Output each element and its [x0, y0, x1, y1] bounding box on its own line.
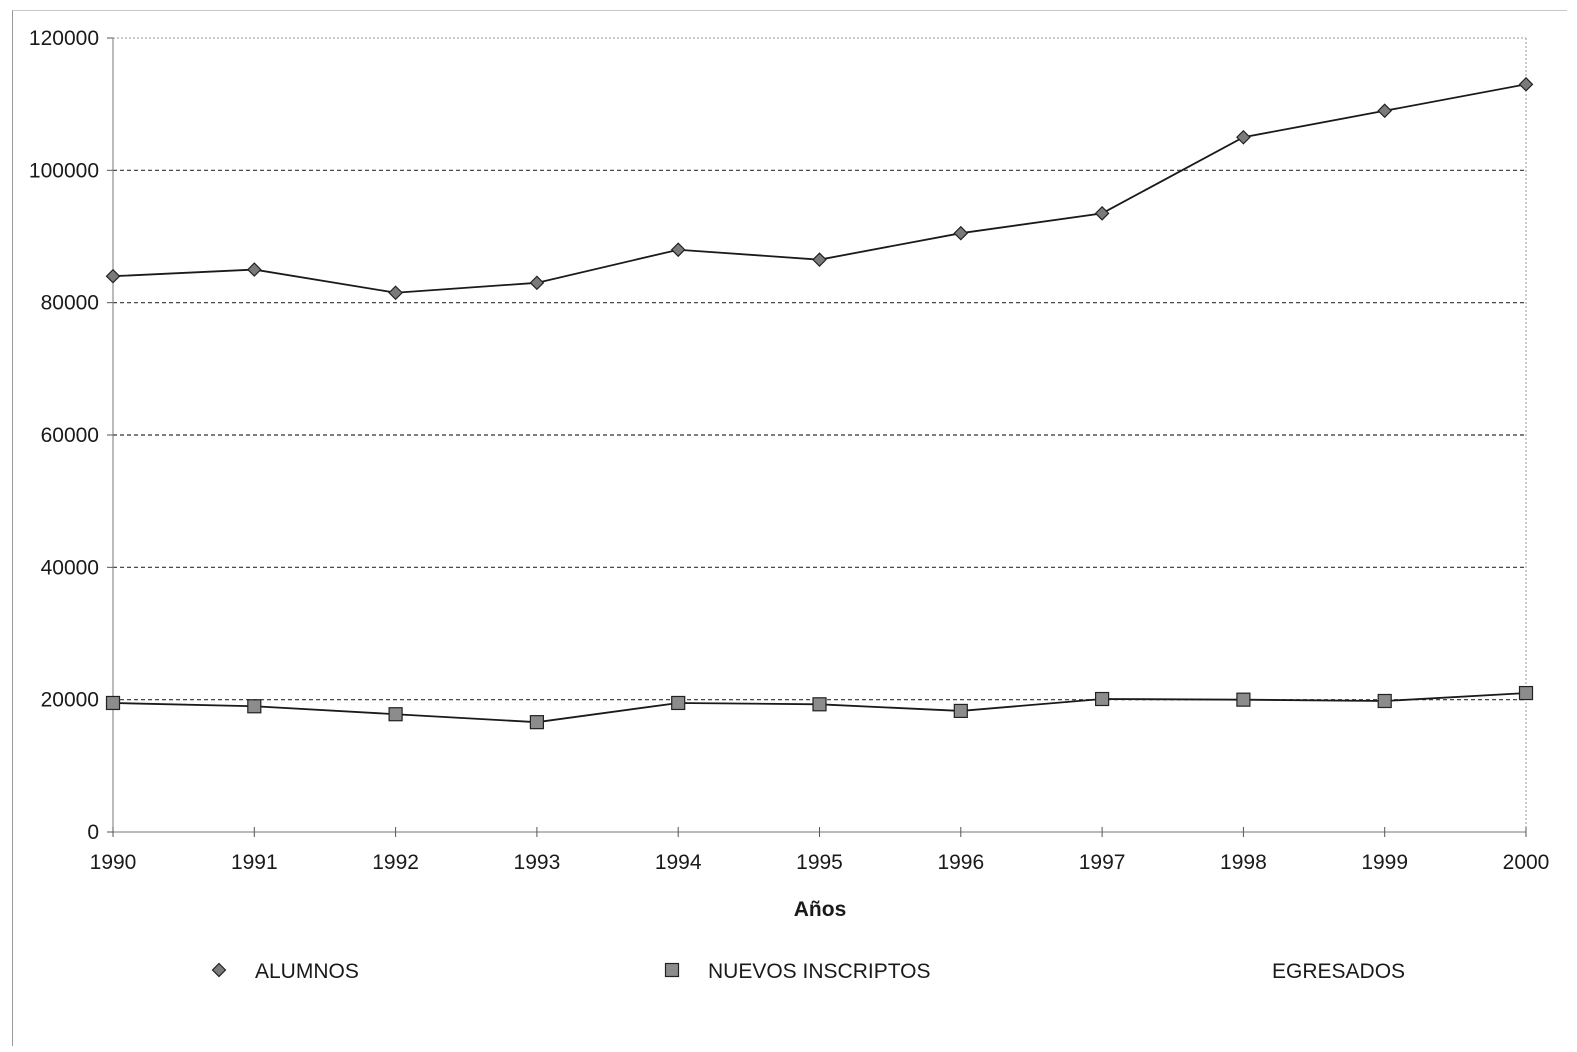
- y-tick-label-20000: 20000: [41, 689, 99, 712]
- data-point-0-1990: [105, 268, 121, 284]
- data-point-0-1992: [388, 285, 403, 301]
- legend-item-2: EGRESADOS: [1272, 960, 1405, 983]
- data-point-0-1996: [953, 225, 969, 241]
- x-axis-title: Años: [794, 898, 847, 921]
- x-tick-label-1991: 1991: [231, 851, 278, 874]
- data-point-1-1994: [671, 695, 686, 711]
- y-tick-label-40000: 40000: [41, 556, 99, 579]
- legend-item-0: ALUMNOS: [211, 960, 359, 983]
- x-tick-label-1992: 1992: [372, 851, 419, 874]
- x-tick-label-1993: 1993: [514, 851, 561, 874]
- legend-label-0: ALUMNOS: [255, 960, 359, 983]
- x-tick-label-1994: 1994: [655, 851, 702, 874]
- legend-marker-1: [664, 962, 680, 978]
- data-point-1-1999: [1377, 693, 1392, 709]
- legend: ALUMNOS NUEVOS INSCRIPTOS EGRESADOS: [211, 960, 1405, 983]
- x-tick-label-1996: 1996: [937, 851, 984, 874]
- axes: [107, 37, 1527, 837]
- data-point-1-1990: [105, 695, 121, 711]
- chart-frame: [12, 10, 1567, 1046]
- series-nuevos-inscriptos: [105, 685, 1534, 730]
- gridlines: [113, 169, 1526, 701]
- x-tick-label-1998: 1998: [1220, 851, 1267, 874]
- series-alumnos: [105, 76, 1534, 301]
- legend-item-1: NUEVOS INSCRIPTOS: [664, 960, 931, 983]
- x-tick-label-1995: 1995: [796, 851, 843, 874]
- legend-marker-0: [211, 962, 227, 978]
- data-point-1-1991: [247, 699, 262, 714]
- legend-label-1: NUEVOS INSCRIPTOS: [708, 960, 931, 983]
- data-series: [105, 76, 1534, 730]
- y-tick-label-120000: 120000: [29, 27, 99, 50]
- data-point-1-1997: [1094, 691, 1110, 707]
- y-tick-label-0: 0: [87, 821, 99, 844]
- x-tick-label-1990: 1990: [90, 851, 137, 874]
- data-point-0-1998: [1236, 129, 1251, 145]
- data-point-0-1991: [246, 262, 262, 277]
- data-point-0-1995: [812, 252, 827, 268]
- data-point-1-1995: [812, 697, 827, 712]
- data-point-0-1997: [1094, 205, 1110, 221]
- data-point-0-1999: [1377, 103, 1393, 119]
- y-axis-tick-labels: 0 20000 40000 60000 80000 100000 120000: [29, 27, 99, 844]
- data-point-1-2000: [1518, 685, 1534, 701]
- y-tick-label-80000: 80000: [41, 292, 99, 315]
- x-axis-tick-labels: 1990 1991 1992 1993 1994 1995 1996 1997 1998 1999…: [90, 851, 1550, 874]
- legend-label-2: EGRESADOS: [1272, 960, 1405, 983]
- data-point-1-1996: [953, 703, 968, 719]
- data-point-1-1998: [1236, 692, 1251, 707]
- data-point-0-1994: [670, 242, 686, 258]
- data-point-0-2000: [1518, 76, 1534, 92]
- data-point-1-1993: [529, 715, 545, 730]
- x-tick-label-1999: 1999: [1361, 851, 1408, 874]
- data-point-1-1992: [388, 707, 403, 722]
- y-tick-label-100000: 100000: [29, 159, 99, 182]
- data-point-0-1993: [529, 275, 545, 291]
- x-tick-label-2000: 2000: [1503, 851, 1550, 874]
- y-tick-label-60000: 60000: [41, 424, 99, 447]
- x-tick-label-1997: 1997: [1079, 851, 1126, 874]
